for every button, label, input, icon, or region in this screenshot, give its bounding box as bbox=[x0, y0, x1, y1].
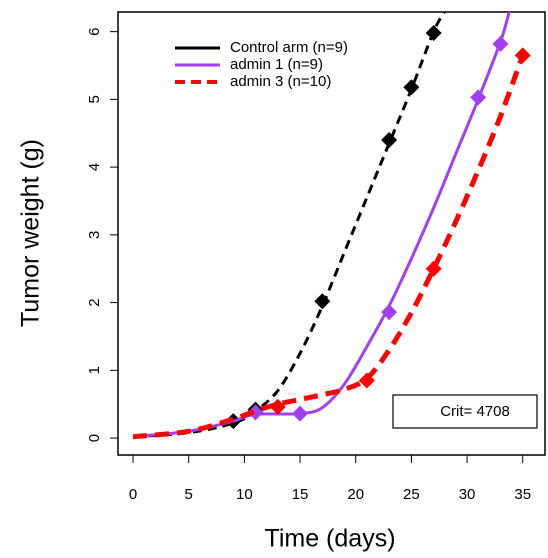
x-axis-title: Time (days) bbox=[264, 525, 395, 553]
annotation-box bbox=[392, 394, 538, 429]
x-tick-label: 20 bbox=[347, 486, 364, 503]
legend-label: admin 3 (n=10) bbox=[230, 73, 331, 90]
data-point bbox=[403, 79, 420, 96]
series-line bbox=[132, 12, 511, 439]
x-tick-label: 0 bbox=[129, 486, 137, 503]
data-point bbox=[470, 89, 487, 106]
x-tick-label: 10 bbox=[236, 486, 253, 503]
series-line bbox=[132, 54, 526, 440]
y-axis-title: Tumor weight (g) bbox=[17, 139, 45, 327]
data-point bbox=[269, 398, 286, 415]
data-point bbox=[425, 260, 442, 277]
y-tick-label: 6 bbox=[86, 27, 103, 35]
y-tick-label: 1 bbox=[86, 366, 103, 374]
x-tick-label: 30 bbox=[459, 486, 476, 503]
y-tick-label: 2 bbox=[86, 298, 103, 306]
data-point bbox=[358, 372, 375, 389]
x-tick-label: 25 bbox=[403, 486, 420, 503]
x-tick-label: 15 bbox=[292, 486, 309, 503]
plot-frame bbox=[117, 11, 546, 456]
data-point bbox=[381, 132, 398, 149]
data-point bbox=[247, 404, 264, 421]
y-tick-label: 0 bbox=[86, 434, 103, 442]
legend-label: Control arm (n=9) bbox=[230, 39, 348, 56]
data-point bbox=[314, 293, 331, 310]
x-tick-label: 5 bbox=[185, 486, 193, 503]
data-point bbox=[492, 35, 509, 52]
data-point bbox=[425, 24, 442, 41]
data-point bbox=[381, 304, 398, 321]
data-point bbox=[292, 405, 309, 422]
y-tick-label: 3 bbox=[86, 231, 103, 239]
x-tick-label: 35 bbox=[514, 486, 531, 503]
annotation: Crit= 4708 bbox=[440, 403, 510, 420]
data-point bbox=[514, 47, 531, 64]
y-tick-label: 5 bbox=[86, 95, 103, 103]
y-tick-label: 4 bbox=[86, 163, 103, 171]
legend-label: admin 1 (n=9) bbox=[230, 56, 323, 73]
plot-area bbox=[132, 12, 531, 440]
